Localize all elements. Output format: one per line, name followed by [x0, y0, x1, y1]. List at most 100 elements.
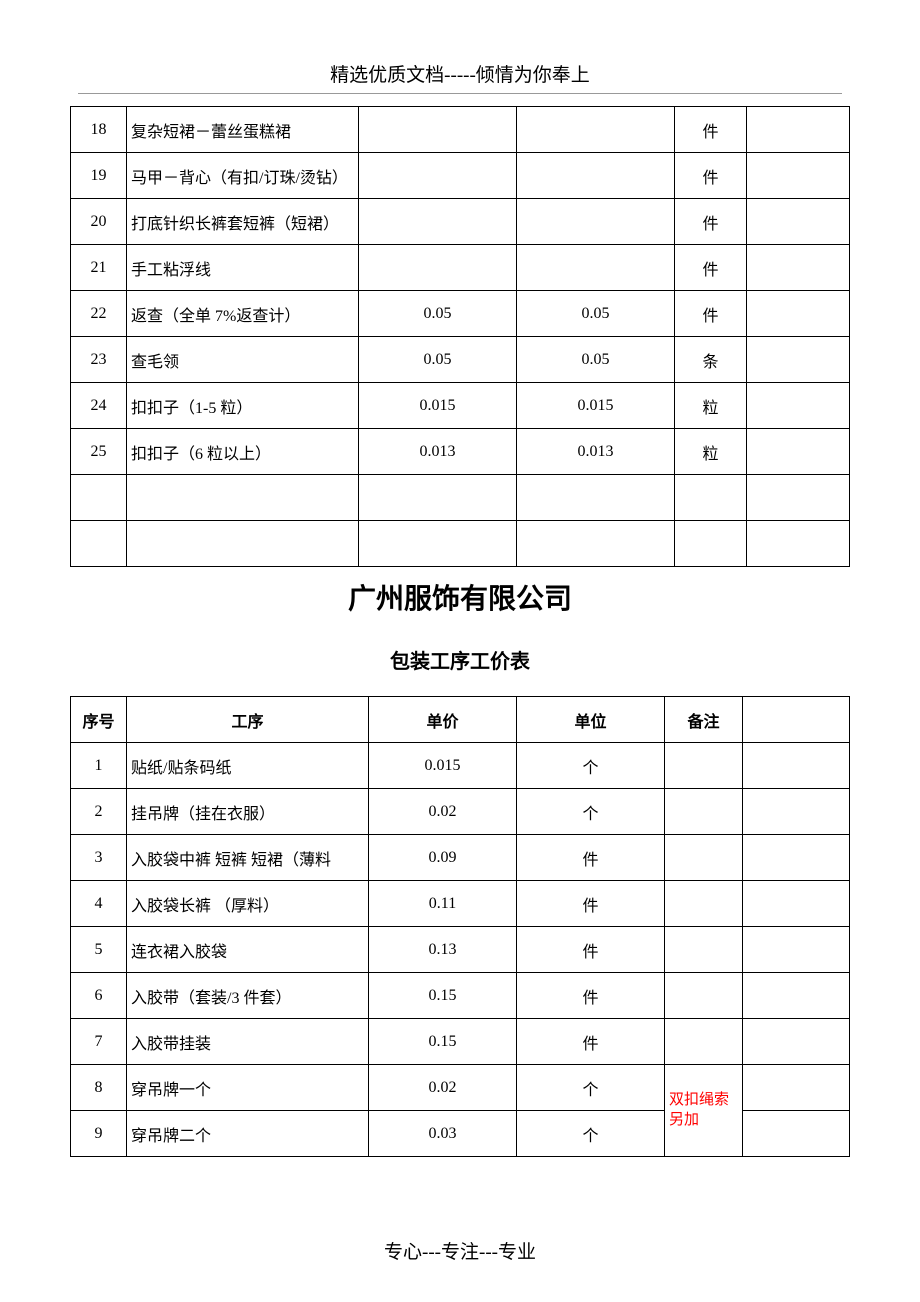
- cell-name: 挂吊牌（挂在衣服）: [127, 789, 369, 835]
- cell-last: [743, 743, 850, 789]
- cell-num: 9: [71, 1111, 127, 1157]
- cell-last: [743, 789, 850, 835]
- page-header: 精选优质文档-----倾情为你奉上: [78, 60, 842, 94]
- table-row: [71, 475, 850, 521]
- col-note-header: 备注: [665, 697, 743, 743]
- cell-note: [747, 429, 850, 475]
- cell-unit: 个: [517, 1065, 665, 1111]
- cell-price1: 0.015: [359, 383, 517, 429]
- cell-note: [747, 291, 850, 337]
- cell-num: 8: [71, 1065, 127, 1111]
- cell-num: 24: [71, 383, 127, 429]
- cell-num: 1: [71, 743, 127, 789]
- table-row: 2挂吊牌（挂在衣服）0.02个: [71, 789, 850, 835]
- cell-price: 0.15: [369, 973, 517, 1019]
- cell-unit: 个: [517, 1111, 665, 1157]
- table-row: 18复杂短裙－蕾丝蛋糕裙件: [71, 107, 850, 153]
- cell-note: [665, 743, 743, 789]
- cell-unit: 件: [517, 927, 665, 973]
- table-row: 7入胶带挂装0.15件: [71, 1019, 850, 1065]
- cell-unit: 粒: [675, 383, 747, 429]
- cell-price1: [359, 153, 517, 199]
- cell-price2: 0.013: [517, 429, 675, 475]
- cell-num: [71, 521, 127, 567]
- cell-price: 0.15: [369, 1019, 517, 1065]
- cell-unit: 件: [517, 1019, 665, 1065]
- cell-price2: 0.05: [517, 291, 675, 337]
- cell-last: [743, 1019, 850, 1065]
- col-num-header: 序号: [71, 697, 127, 743]
- cell-name: 扣扣子（1-5 粒）: [127, 383, 359, 429]
- table-row: 6入胶带（套装/3 件套）0.15件: [71, 973, 850, 1019]
- table-row: 4入胶袋长裤 （厚料）0.11件: [71, 881, 850, 927]
- cell-price2: [517, 153, 675, 199]
- cell-name: 贴纸/贴条码纸: [127, 743, 369, 789]
- cell-name: 穿吊牌一个: [127, 1065, 369, 1111]
- cell-name: 打底针织长裤套短裤（短裙）: [127, 199, 359, 245]
- cell-num: 18: [71, 107, 127, 153]
- table-row: 21手工粘浮线件: [71, 245, 850, 291]
- table-row: 3入胶袋中裤 短裤 短裙（薄料0.09件: [71, 835, 850, 881]
- cell-price: 0.11: [369, 881, 517, 927]
- cell-price1: [359, 521, 517, 567]
- cell-num: 5: [71, 927, 127, 973]
- cell-num: 20: [71, 199, 127, 245]
- cell-unit: 个: [517, 743, 665, 789]
- section-subtitle: 包装工序工价表: [70, 645, 850, 674]
- cell-note: [747, 153, 850, 199]
- cell-unit: 件: [517, 973, 665, 1019]
- cell-num: 6: [71, 973, 127, 1019]
- cell-note-red: 双扣绳索另加: [665, 1065, 743, 1157]
- cell-note: [747, 245, 850, 291]
- cell-note: [665, 1019, 743, 1065]
- cell-num: 25: [71, 429, 127, 475]
- cell-last: [743, 881, 850, 927]
- cell-price2: [517, 199, 675, 245]
- cell-price2: [517, 245, 675, 291]
- cell-note: [747, 107, 850, 153]
- cell-name: 手工粘浮线: [127, 245, 359, 291]
- cell-note: [665, 973, 743, 1019]
- cell-unit: 件: [675, 291, 747, 337]
- cell-price2: 0.015: [517, 383, 675, 429]
- cell-price1: [359, 475, 517, 521]
- cell-unit: 件: [675, 153, 747, 199]
- company-title: 广州服饰有限公司: [70, 577, 850, 617]
- page-footer: 专心---专注---专业: [0, 1237, 920, 1264]
- cell-name: 复杂短裙－蕾丝蛋糕裙: [127, 107, 359, 153]
- cell-last: [743, 1065, 850, 1111]
- cell-name: 入胶袋长裤 （厚料）: [127, 881, 369, 927]
- cell-last: [743, 973, 850, 1019]
- cell-num: 22: [71, 291, 127, 337]
- table-row: 8穿吊牌一个0.02个双扣绳索另加: [71, 1065, 850, 1111]
- cell-price1: [359, 107, 517, 153]
- table-row: 5连衣裙入胶袋0.13件: [71, 927, 850, 973]
- cell-note: [665, 835, 743, 881]
- cell-num: 3: [71, 835, 127, 881]
- cell-price: 0.03: [369, 1111, 517, 1157]
- cell-unit: [675, 475, 747, 521]
- cell-name: 连衣裙入胶袋: [127, 927, 369, 973]
- cell-name: 扣扣子（6 粒以上）: [127, 429, 359, 475]
- cell-name: 入胶袋中裤 短裤 短裙（薄料: [127, 835, 369, 881]
- cell-name: [127, 521, 359, 567]
- cell-num: 19: [71, 153, 127, 199]
- table-row: 25扣扣子（6 粒以上）0.0130.013粒: [71, 429, 850, 475]
- cell-num: [71, 475, 127, 521]
- table-row: 19马甲－背心（有扣/订珠/烫钻）件: [71, 153, 850, 199]
- cell-price2: 0.05: [517, 337, 675, 383]
- cell-unit: 个: [517, 789, 665, 835]
- cell-num: 21: [71, 245, 127, 291]
- cell-price1: [359, 245, 517, 291]
- cell-price2: [517, 475, 675, 521]
- cell-name: 穿吊牌二个: [127, 1111, 369, 1157]
- cell-num: 23: [71, 337, 127, 383]
- col-price-header: 单价: [369, 697, 517, 743]
- table-row: 23查毛领0.050.05条: [71, 337, 850, 383]
- cell-unit: 条: [675, 337, 747, 383]
- table-process-1: 18复杂短裙－蕾丝蛋糕裙件19马甲－背心（有扣/订珠/烫钻）件20打底针织长裤套…: [70, 106, 850, 567]
- cell-note: [665, 881, 743, 927]
- cell-name: [127, 475, 359, 521]
- cell-unit: 粒: [675, 429, 747, 475]
- cell-note: [747, 199, 850, 245]
